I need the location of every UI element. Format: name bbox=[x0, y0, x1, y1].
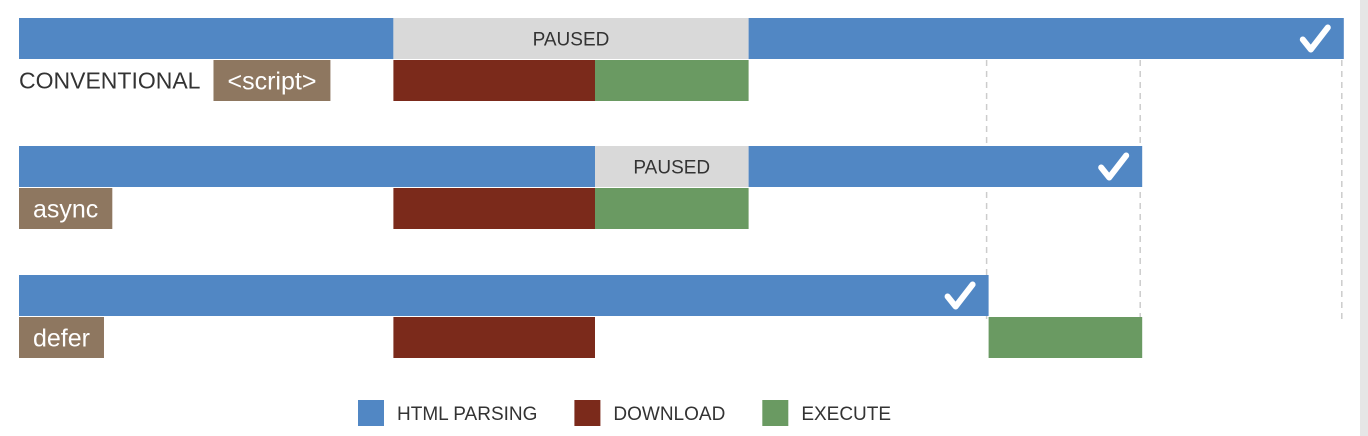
execute-segment-1 bbox=[988, 317, 1143, 358]
html-parsing-segment-0 bbox=[19, 275, 989, 316]
download-segment-0 bbox=[393, 60, 595, 101]
html-parsing-segment-2 bbox=[748, 146, 1143, 187]
check-mark-icon bbox=[1098, 152, 1130, 181]
tag-label: defer bbox=[33, 325, 90, 353]
legend-label: DOWNLOAD bbox=[613, 404, 725, 425]
paused-label: PAUSED bbox=[533, 30, 610, 51]
tag-background bbox=[213, 60, 331, 101]
legend-label: EXECUTE bbox=[801, 404, 891, 425]
tag-background bbox=[19, 317, 104, 358]
row-defer: defer bbox=[19, 275, 1143, 358]
tag-defer: defer bbox=[19, 317, 104, 358]
legend-swatch bbox=[574, 400, 601, 426]
tag-async: async bbox=[19, 188, 113, 229]
timeline-rows: PAUSED CONVENTIONAL <script> PAUSED async def… bbox=[19, 18, 1344, 358]
legend-item-download: DOWNLOAD bbox=[574, 400, 725, 426]
paused-segment-1 bbox=[393, 18, 749, 59]
tag-background bbox=[19, 188, 113, 229]
download-segment-0 bbox=[393, 188, 595, 229]
legend-swatch bbox=[358, 400, 384, 426]
row-caption: CONVENTIONAL bbox=[19, 68, 201, 94]
check-mark-icon bbox=[1299, 24, 1331, 53]
legend-swatch bbox=[762, 400, 789, 426]
legend-item-html_parsing: HTML PARSING bbox=[358, 400, 537, 426]
tag-label: <script> bbox=[227, 68, 316, 96]
guide-lines bbox=[985, 60, 1343, 320]
paused-label: PAUSED bbox=[633, 158, 710, 179]
html-parsing-segment-0 bbox=[19, 18, 394, 59]
download-segment-0 bbox=[393, 317, 595, 358]
html-parsing-segment-0 bbox=[19, 146, 595, 187]
row-conventional: PAUSED CONVENTIONAL <script> bbox=[19, 18, 1344, 101]
right-edge-border bbox=[1360, 0, 1368, 436]
row-async: PAUSED async bbox=[19, 146, 1143, 229]
execute-segment-1 bbox=[595, 60, 749, 101]
legend-label: HTML PARSING bbox=[397, 404, 537, 425]
execute-segment-1 bbox=[595, 188, 749, 229]
check-mark-icon bbox=[944, 281, 976, 310]
paused-segment-1 bbox=[595, 146, 749, 187]
html-parsing-segment-2 bbox=[748, 18, 1344, 59]
tag-label: async bbox=[33, 196, 98, 224]
legend-item-execute: EXECUTE bbox=[762, 400, 891, 426]
legend: HTML PARSING DOWNLOAD EXECUTE bbox=[358, 400, 891, 426]
tag-conventional: <script> bbox=[213, 60, 331, 101]
